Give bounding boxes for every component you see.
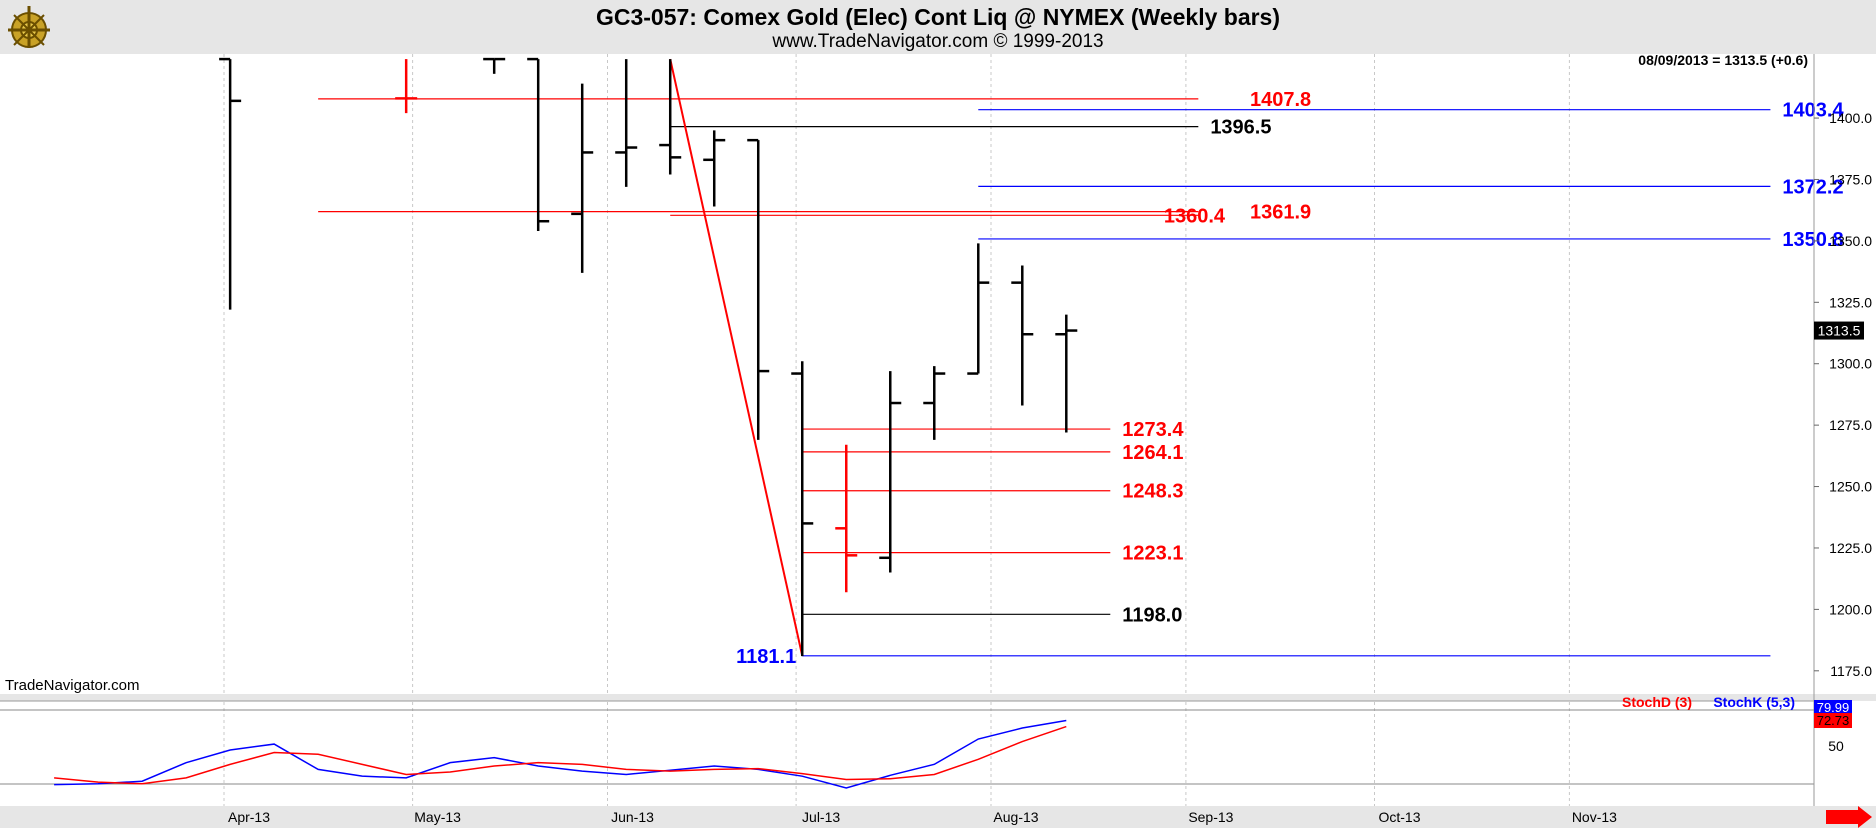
level-label-1248.3: 1248.3	[1122, 481, 1183, 503]
ohlc-bar[interactable]	[879, 371, 902, 573]
y-tick-label: 1175.0	[1830, 663, 1872, 679]
ohlc-bar[interactable]	[747, 138, 770, 440]
watermark-text: TradeNavigator.com	[5, 677, 140, 694]
ohlc-bar[interactable]	[395, 59, 418, 114]
y-tick-label: 1225.0	[1829, 540, 1872, 556]
y-tick-label: 1200.0	[1829, 601, 1872, 617]
level-label-1273.4: 1273.4	[1122, 419, 1184, 441]
stoch-d-value-badge	[1814, 713, 1852, 728]
ohlc-bar[interactable]	[923, 366, 946, 440]
level-label-1181.1: 1181.1	[736, 646, 796, 668]
legend-stoch-d[interactable]: StochD (3)	[1622, 694, 1692, 710]
x-tick-label: Nov-13	[1572, 809, 1617, 825]
chart-subtitle: www.TradeNavigator.com © 1999-2013	[772, 31, 1104, 52]
level-label-1407.8: 1407.8	[1250, 89, 1311, 111]
y-tick-label: 1325.0	[1829, 294, 1872, 310]
y-tick-label: 1300.0	[1829, 356, 1872, 372]
stoch-d-value-label: 72.73	[1817, 713, 1850, 728]
x-tick-label: Apr-13	[228, 809, 270, 825]
stoch-k-value-label: 79.99	[1817, 700, 1850, 715]
level-label-1360.4: 1360.4	[1164, 205, 1226, 227]
x-tick-label: Jun-13	[611, 809, 654, 825]
y-tick-label: 1275.0	[1829, 417, 1872, 433]
title-bar	[0, 0, 1876, 54]
ohlc-bar[interactable]	[1055, 314, 1078, 433]
level-label-1396.5: 1396.5	[1210, 117, 1271, 139]
level-label-1223.1: 1223.1	[1122, 543, 1183, 565]
level-label-1403.4: 1403.4	[1782, 100, 1844, 122]
ohlc-bar[interactable]	[615, 59, 638, 187]
level-label-1372.2: 1372.2	[1782, 176, 1843, 198]
last-price-label: 1313.5	[1818, 323, 1861, 339]
level-label-1361.9: 1361.9	[1250, 202, 1311, 224]
stoch-series-k	[54, 719, 1067, 789]
price-readout: 08/09/2013 = 1313.5 (+0.6)	[1638, 52, 1808, 68]
x-tick-label: May-13	[414, 809, 461, 825]
y-tick-label: 1375.0	[1829, 171, 1872, 187]
legend-stoch-k[interactable]: StochK (5,3)	[1713, 694, 1795, 710]
stoch-k-value-badge	[1814, 700, 1852, 714]
ohlc-bar[interactable]	[967, 243, 990, 375]
ohlc-bar[interactable]	[703, 130, 726, 207]
ohlc-bar[interactable]	[791, 361, 814, 657]
level-label-1264.1: 1264.1	[1122, 442, 1183, 464]
ohlc-bar[interactable]	[1011, 265, 1034, 406]
x-tick-label: Sep-13	[1188, 809, 1233, 825]
y-tick-label: 1400.0	[1829, 110, 1872, 126]
y-tick-label: 1350.0	[1829, 233, 1872, 249]
stoch-y-tick-label: 50	[1828, 738, 1844, 754]
stoch-series-d	[54, 725, 1067, 785]
ohlc-bar[interactable]	[659, 59, 682, 175]
trend-line	[669, 58, 804, 657]
ohlc-bar[interactable]	[219, 57, 242, 310]
chart-title: GC3-057: Comex Gold (Elec) Cont Liq @ NY…	[595, 4, 1281, 30]
x-tick-label: Jul-13	[802, 809, 840, 825]
y-tick-label: 1250.0	[1829, 479, 1872, 495]
last-price-badge	[1814, 321, 1864, 340]
level-label-1350.8: 1350.8	[1782, 229, 1843, 251]
x-tick-label: Aug-13	[993, 809, 1038, 825]
panel-separator	[0, 694, 1876, 701]
ohlc-bar[interactable]	[571, 83, 594, 273]
ohlc-bar[interactable]	[527, 57, 550, 232]
level-label-1198.0: 1198.0	[1122, 604, 1182, 626]
x-tick-label: Oct-13	[1378, 809, 1420, 825]
trade-navigator-logo-icon[interactable]	[4, 2, 54, 52]
scroll-right-arrow-icon[interactable]	[1826, 806, 1872, 828]
ohlc-bar[interactable]	[835, 444, 858, 593]
x-axis-band	[0, 806, 1876, 828]
ohlc-bar[interactable]	[483, 57, 506, 74]
